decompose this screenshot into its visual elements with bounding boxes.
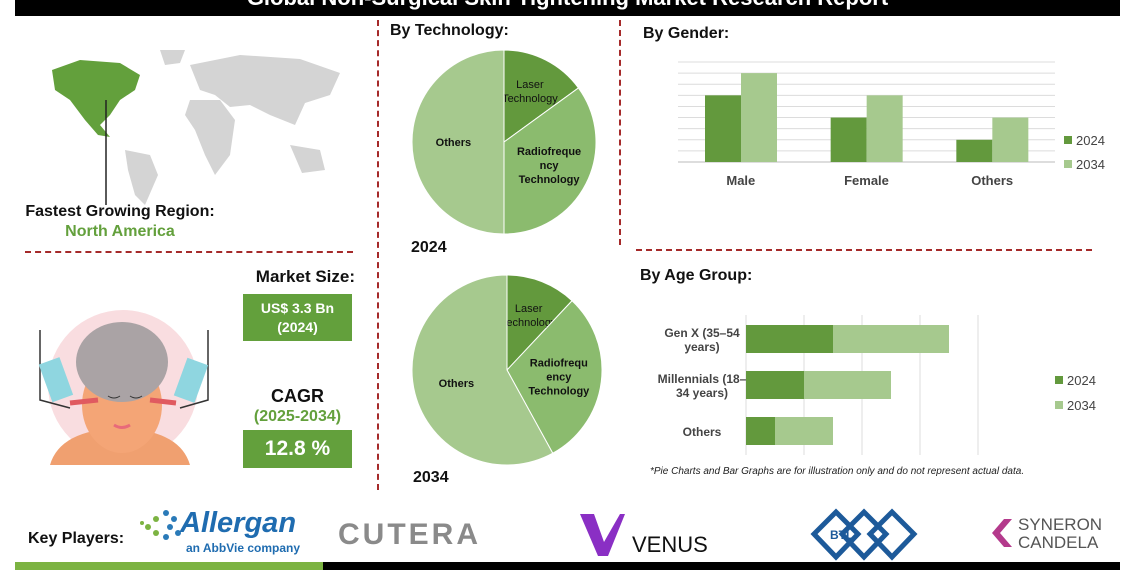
bar-female-2024	[830, 117, 867, 162]
market-size-label: Market Size:	[255, 267, 355, 286]
pie-slice-radiofrequency-technology	[506, 300, 603, 454]
bar-others-2034	[992, 117, 1029, 162]
venus-v-icon	[580, 514, 625, 556]
bar-age-2-2034	[775, 417, 833, 445]
legend-swatch	[1064, 160, 1072, 168]
disclaimer-note: *Pie Charts and Bar Graphs are for illus…	[650, 466, 1025, 477]
age-bar-chart: Gen X (35–54 years) Millennials (18– 34 yea…	[658, 315, 1096, 455]
category-label: Gen X (35–54 years)	[664, 326, 740, 354]
pie-label: Others	[436, 137, 471, 149]
market-size-year: (2024)	[277, 319, 318, 335]
venus-logo: VENUS	[580, 512, 715, 557]
technology-pie-charts: Laser Technology Radiofreque ncy Technology O…	[411, 49, 603, 466]
pie-slice-laser-technology	[506, 274, 573, 372]
divider	[636, 249, 1092, 251]
allergan-logo: Allergan an AbbVie company	[136, 507, 308, 557]
syneron-candela-logo: SYNERON CANDELA	[990, 515, 1125, 555]
bar-age-2-2024	[746, 417, 775, 445]
region-label: Fastest Growing Region:	[25, 203, 215, 220]
legend-swatch	[1055, 376, 1063, 384]
world-map	[52, 50, 340, 205]
pie-year-2024: 2024	[411, 239, 447, 256]
pie-label: Laser Technology	[502, 79, 558, 105]
bar-age-1-2034	[804, 371, 891, 399]
bar-female-2034	[866, 95, 903, 162]
pie-slice-laser-technology	[503, 49, 580, 143]
legend-label: 2024	[1076, 133, 1105, 148]
bar-male-2024	[705, 95, 741, 162]
cagr-label: CAGR	[271, 386, 324, 406]
gender-title: By Gender:	[643, 25, 730, 42]
legend-label: 2034	[1076, 157, 1105, 172]
bar-age-0-2034	[833, 325, 949, 353]
technology-title: By Technology:	[390, 22, 509, 39]
footer-green-bar	[15, 562, 323, 570]
legend-label: 2034	[1067, 398, 1096, 413]
report-title: Global Non-Surgical Skin Tightening Mark…	[15, 0, 1120, 16]
pie-slice-others	[411, 274, 554, 466]
region-value: North America	[65, 223, 175, 240]
btl-diamonds-icon: BTL	[810, 508, 918, 561]
legend-swatch	[1055, 401, 1063, 409]
cagr-value: 12.8 %	[243, 430, 352, 468]
market-size-box: US$ 3.3 Bn (2024)	[243, 294, 352, 341]
category-label: Male	[726, 173, 755, 188]
pie-slice-others	[411, 49, 505, 235]
category-label: Others	[683, 425, 722, 439]
cutera-logo: CUTERA	[338, 518, 481, 551]
key-players-label: Key Players:	[28, 530, 125, 547]
legend-label: 2024	[1067, 373, 1096, 388]
category-label: Others	[971, 173, 1013, 188]
allergan-dots-icon	[140, 510, 181, 540]
skin-treatment-illustration	[38, 310, 209, 465]
category-label: Female	[844, 173, 889, 188]
footer-black-bar	[323, 562, 1120, 570]
pie-label: Laser Technology	[501, 303, 557, 329]
syneron-icon	[992, 519, 1012, 547]
divider	[25, 251, 353, 253]
btl-logo: BTL	[808, 507, 920, 562]
bar-male-2034	[741, 73, 777, 162]
pie-slice-radiofrequency-technology	[503, 87, 597, 235]
pie-year-2034: 2034	[413, 469, 449, 486]
bar-age-0-2024	[746, 325, 833, 353]
svg-text:BTL: BTL	[830, 528, 853, 542]
pie-label: Others	[439, 378, 474, 390]
category-label: Millennials (18– 34 years)	[658, 372, 747, 400]
north-america-highlight	[52, 60, 140, 137]
market-size-value: US$ 3.3 Bn	[260, 300, 335, 316]
bar-age-1-2024	[746, 371, 804, 399]
cagr-period: (2025-2034)	[253, 408, 342, 425]
gender-bar-chart: Male Female Others 2024 2034	[678, 61, 1105, 188]
divider	[377, 20, 379, 490]
age-title: By Age Group:	[640, 267, 753, 284]
legend-swatch	[1064, 136, 1072, 144]
bar-others-2024	[956, 139, 993, 162]
divider	[619, 20, 621, 245]
